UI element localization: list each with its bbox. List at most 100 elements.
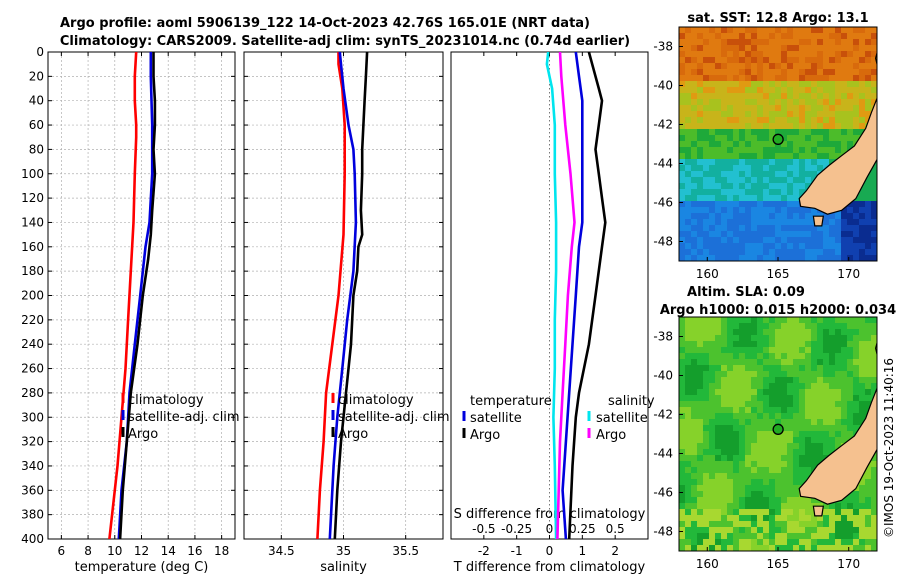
map-cell (745, 359, 751, 365)
map-cell (745, 491, 751, 497)
x-tick-label: 18 (214, 544, 229, 558)
map-cell (835, 371, 841, 377)
map-cell (865, 317, 871, 323)
map-cell (865, 473, 871, 479)
map-cell (697, 401, 703, 407)
map-cell (751, 389, 757, 395)
map-cell (841, 401, 847, 407)
map-cell (751, 407, 757, 413)
map-cell (781, 213, 787, 219)
map-cell (763, 141, 769, 147)
map-cell (721, 75, 727, 81)
map-cell (829, 317, 835, 323)
map-cell (763, 353, 769, 359)
map-cell (811, 117, 817, 123)
map-cell (871, 177, 877, 183)
map-cell (679, 479, 685, 485)
map-cell (685, 165, 691, 171)
map-cell (757, 99, 763, 105)
map-cell (751, 341, 757, 347)
map-cell (805, 467, 811, 473)
map-cell (841, 93, 847, 99)
map-cell (811, 243, 817, 249)
map-cell (739, 135, 745, 141)
map-cell (847, 39, 853, 45)
map-cell (703, 341, 709, 347)
map-cell (835, 141, 841, 147)
map-cell (781, 147, 787, 153)
map-cell (787, 87, 793, 93)
map-cell (709, 183, 715, 189)
map-cell (715, 353, 721, 359)
map-cell (697, 231, 703, 237)
map-cell (685, 159, 691, 165)
map-cell (799, 407, 805, 413)
map-cell (739, 455, 745, 461)
map-cell (865, 545, 871, 551)
map-cell (835, 437, 841, 443)
map-cell (781, 243, 787, 249)
map-cell (823, 437, 829, 443)
map-cell (751, 75, 757, 81)
map-cell (817, 527, 823, 533)
map-cell (841, 87, 847, 93)
map-cell (685, 207, 691, 213)
map-cell (787, 485, 793, 491)
map-cell (787, 135, 793, 141)
map-cell (853, 75, 859, 81)
map-cell (817, 111, 823, 117)
map-cell (871, 389, 877, 395)
argo-marker (772, 133, 784, 145)
map-cell (841, 539, 847, 545)
map-cell (721, 153, 727, 159)
x-top-tick-label: -0.5 (472, 522, 495, 536)
map-cell (853, 93, 859, 99)
map-cell (721, 473, 727, 479)
map-cell (787, 177, 793, 183)
map-cell (703, 521, 709, 527)
map-cell (751, 99, 757, 105)
map-cell (709, 153, 715, 159)
x-tick-label: 12 (134, 544, 149, 558)
map-cell (787, 491, 793, 497)
map-cell (751, 237, 757, 243)
map-cell (835, 383, 841, 389)
map-cell (751, 183, 757, 189)
map-cell (769, 377, 775, 383)
map-cell (841, 509, 847, 515)
map-cell (835, 51, 841, 57)
map-cell (799, 123, 805, 129)
map-cell (691, 515, 697, 521)
map-cell (697, 171, 703, 177)
map-cell (793, 383, 799, 389)
map-cell (853, 237, 859, 243)
map-cell (703, 347, 709, 353)
map-cell (733, 51, 739, 57)
map-cell (709, 485, 715, 491)
map-cell (727, 147, 733, 153)
map-cell (787, 455, 793, 461)
map-cell (847, 237, 853, 243)
map-cell (859, 527, 865, 533)
map-cell (763, 87, 769, 93)
map-cell (679, 401, 685, 407)
map-cell (751, 255, 757, 261)
map-cell (841, 359, 847, 365)
map-cell (829, 57, 835, 63)
map-cell (727, 219, 733, 225)
map-cell (739, 323, 745, 329)
map-cell (859, 539, 865, 545)
map-cell (763, 81, 769, 87)
land-polygon (798, 386, 877, 505)
map-cell (697, 75, 703, 81)
map-cell (811, 45, 817, 51)
map-cell (823, 377, 829, 383)
map-cell (751, 335, 757, 341)
map-cell (763, 377, 769, 383)
map-cell (763, 521, 769, 527)
map-cell (739, 27, 745, 33)
map-cell (859, 99, 865, 105)
map-cell (775, 407, 781, 413)
map-cell (799, 219, 805, 225)
map-cell (763, 515, 769, 521)
